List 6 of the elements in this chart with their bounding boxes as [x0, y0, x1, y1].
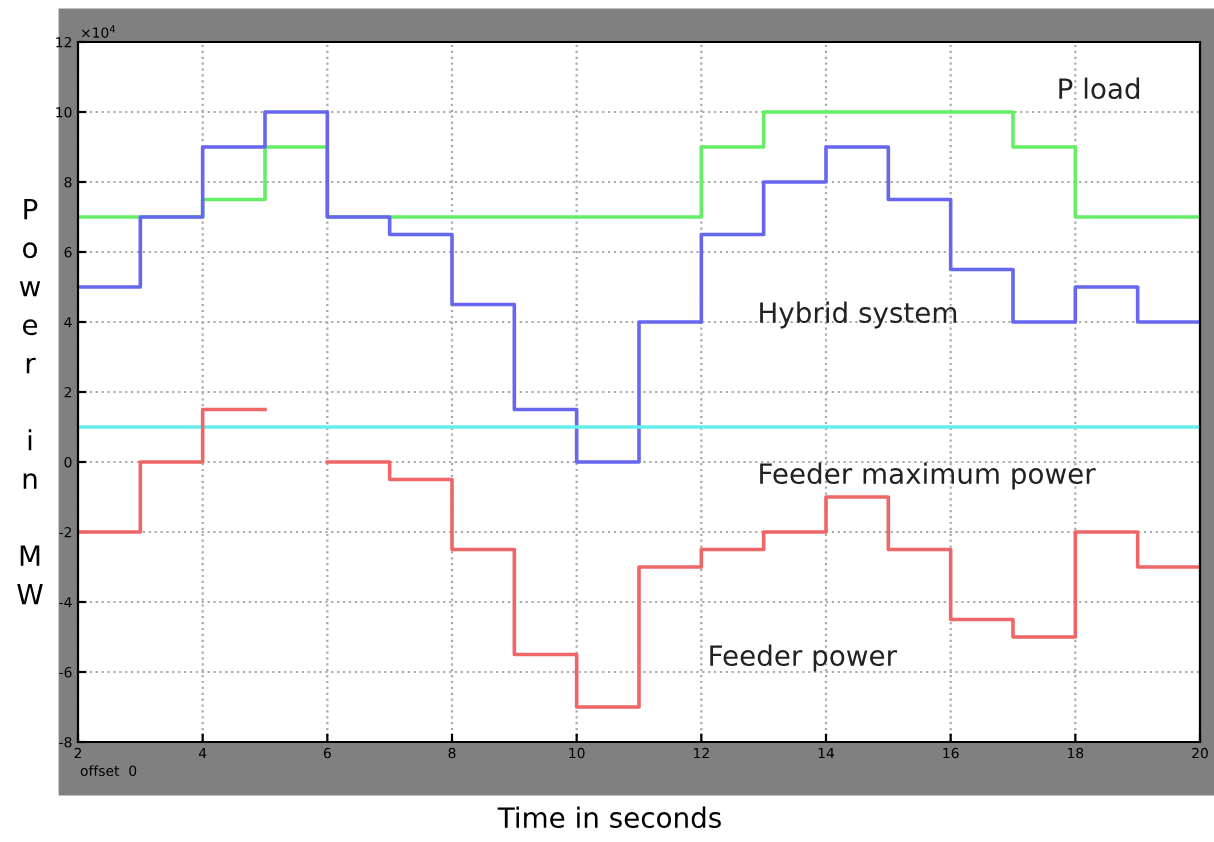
series-label: P load: [1059, 77, 1140, 100]
series-label: Feeder maximum power: [760, 462, 1096, 490]
text: Power in MW: [17, 199, 43, 605]
series-label: Hybrid system: [760, 301, 957, 329]
x-axis-title: Time in seconds: [497, 806, 721, 829]
text: Feeder power: [710, 644, 898, 672]
